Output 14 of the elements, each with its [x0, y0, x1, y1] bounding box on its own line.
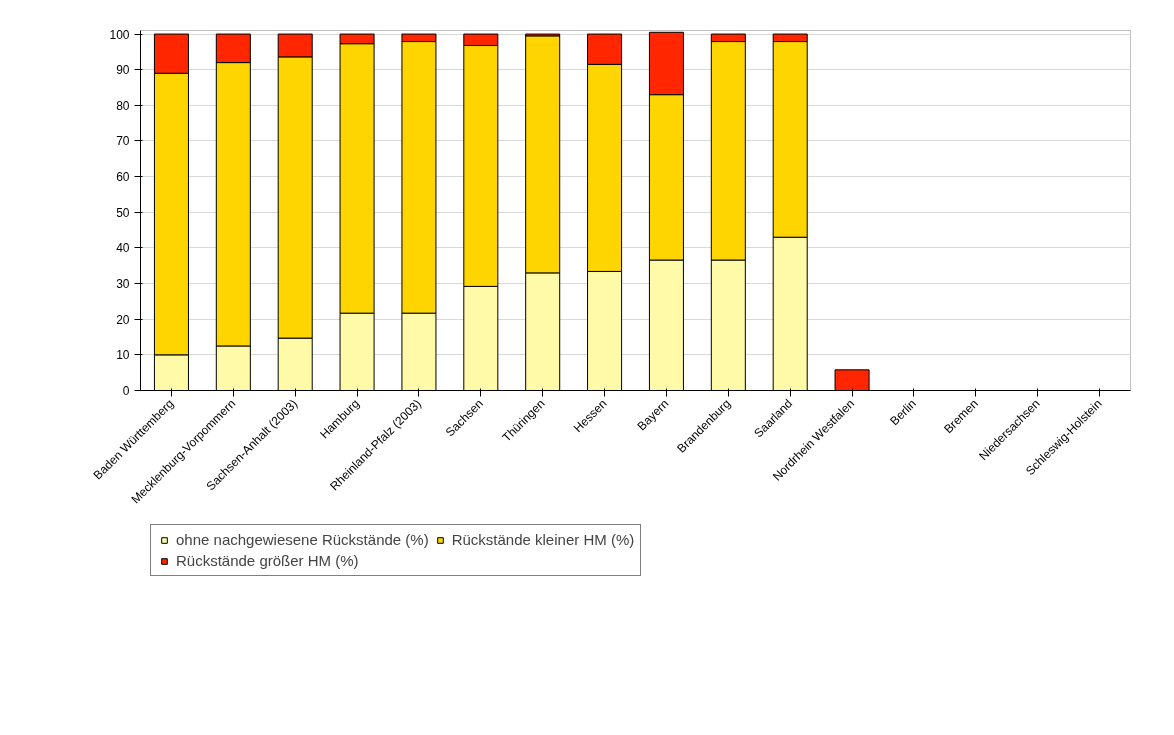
y-tick-label: 10 [116, 348, 130, 363]
y-tick-label: 50 [116, 205, 130, 220]
legend-label: ohne nachgewiesene Rückstände (%) [176, 531, 429, 548]
y-tick-label: 20 [116, 312, 130, 327]
legend-label: Rückstände größer HM (%) [176, 552, 359, 569]
y-tick-label: 80 [116, 98, 130, 113]
y-tick-label: 60 [116, 170, 130, 185]
legend-label: Rückstände kleiner HM (%) [451, 531, 635, 548]
y-tick-label: 90 [116, 63, 130, 78]
y-tick-label: 70 [116, 134, 130, 149]
y-tick-label: 100 [109, 27, 130, 42]
y-tick-label: 30 [116, 277, 130, 292]
y-tick-label: 0 [122, 384, 130, 398]
y-tick-label: 40 [116, 241, 130, 256]
